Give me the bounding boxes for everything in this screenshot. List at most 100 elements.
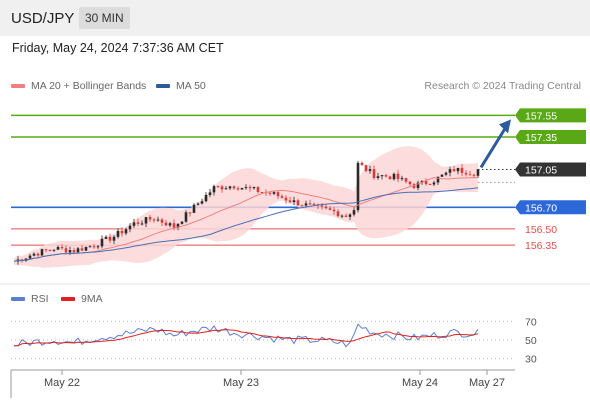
candle: [100, 238, 104, 247]
candle: [464, 172, 468, 175]
candle: [388, 176, 392, 180]
candle: [288, 200, 292, 203]
candle: [436, 176, 440, 183]
candle: [428, 183, 432, 185]
level-label-157.35: 157.35: [525, 132, 557, 144]
candle: [260, 191, 264, 193]
candle: [432, 182, 436, 185]
candle: [48, 249, 52, 251]
candle: [96, 246, 100, 248]
candle: [40, 249, 44, 256]
candle: [112, 236, 116, 241]
candle: [320, 205, 324, 207]
candle: [60, 246, 64, 249]
candle: [424, 180, 428, 184]
legend-ma20: MA 20 + Bollinger Bands: [11, 80, 146, 92]
level-label-156.35: 156.35: [525, 240, 557, 252]
timeframe-badge[interactable]: 30 MIN: [79, 7, 130, 29]
candle: [188, 212, 192, 214]
time-tick-label: May 22: [44, 377, 80, 389]
candle: [160, 219, 164, 223]
legend-rsi-ma: 9MA: [61, 293, 103, 305]
rsi-line: [14, 323, 479, 348]
candle: [328, 208, 332, 210]
candle: [80, 248, 84, 251]
forecast-arrow-shaft: [479, 124, 509, 169]
rsi-ma-swatch: [61, 297, 75, 302]
candle: [176, 223, 180, 228]
candle: [344, 215, 348, 217]
candle: [336, 211, 340, 217]
rsi-ma-line: [14, 329, 479, 347]
candle: [256, 187, 260, 192]
candle: [304, 203, 308, 206]
time-tick-label: May 24: [402, 377, 438, 389]
candle: [444, 172, 448, 175]
candle: [332, 209, 336, 212]
candle: [216, 186, 220, 188]
candle: [452, 169, 456, 172]
candle: [364, 165, 368, 171]
candle: [44, 249, 48, 251]
candle: [228, 186, 232, 189]
candle: [116, 230, 120, 237]
ma50-legend-label: MA 50: [176, 80, 206, 92]
candle: [360, 162, 364, 166]
candle: [352, 210, 356, 215]
time-tick-label: May 23: [223, 377, 259, 389]
candle: [64, 248, 68, 253]
level-label-156.70: 156.70: [525, 202, 557, 214]
candle: [36, 253, 40, 256]
candle: [168, 223, 172, 226]
candle: [164, 222, 168, 226]
candle: [368, 169, 372, 171]
candle: [276, 192, 280, 197]
candle: [128, 225, 132, 230]
candle: [476, 169, 480, 176]
candle: [408, 181, 412, 185]
datetime-label: Friday, May 24, 2024 7:37:36 AM CET: [12, 41, 224, 55]
header-bar: USD/JPY 30 MIN: [0, 0, 590, 36]
candle: [268, 192, 272, 194]
candle: [172, 223, 176, 228]
candle: [296, 200, 300, 206]
candle: [76, 248, 80, 253]
candle: [140, 223, 144, 225]
level-tag-156.70: [515, 200, 586, 215]
candle: [292, 200, 296, 203]
candle: [208, 192, 212, 195]
candle: [384, 175, 388, 177]
candle: [448, 169, 452, 173]
candle: [232, 186, 236, 189]
candle: [472, 174, 476, 176]
level-tag-157.35: [515, 130, 586, 145]
candle: [144, 217, 148, 224]
candle: [200, 201, 204, 204]
research-credit: Research © 2024 Trading Central: [424, 80, 581, 92]
candle: [392, 173, 396, 180]
time-tick-label: May 27: [469, 377, 505, 389]
candle: [356, 162, 360, 211]
candle: [88, 246, 92, 248]
candle: [272, 192, 276, 194]
candle: [312, 203, 316, 205]
candle: [68, 250, 72, 253]
candle: [280, 196, 284, 198]
candle: [400, 178, 404, 180]
candle: [124, 229, 128, 234]
candle: [324, 206, 328, 209]
candle: [244, 187, 248, 189]
candle: [468, 174, 472, 176]
candle: [28, 255, 32, 259]
ma20-swatch: [11, 84, 25, 89]
candle: [380, 175, 384, 177]
rsi-swatch: [11, 297, 25, 302]
ma20-legend-label: MA 20 + Bollinger Bands: [31, 80, 147, 92]
level-label-157.55: 157.55: [525, 110, 557, 122]
current-price-tag: [515, 162, 586, 177]
candle: [376, 176, 380, 179]
candle: [108, 236, 112, 241]
candle: [340, 215, 344, 217]
